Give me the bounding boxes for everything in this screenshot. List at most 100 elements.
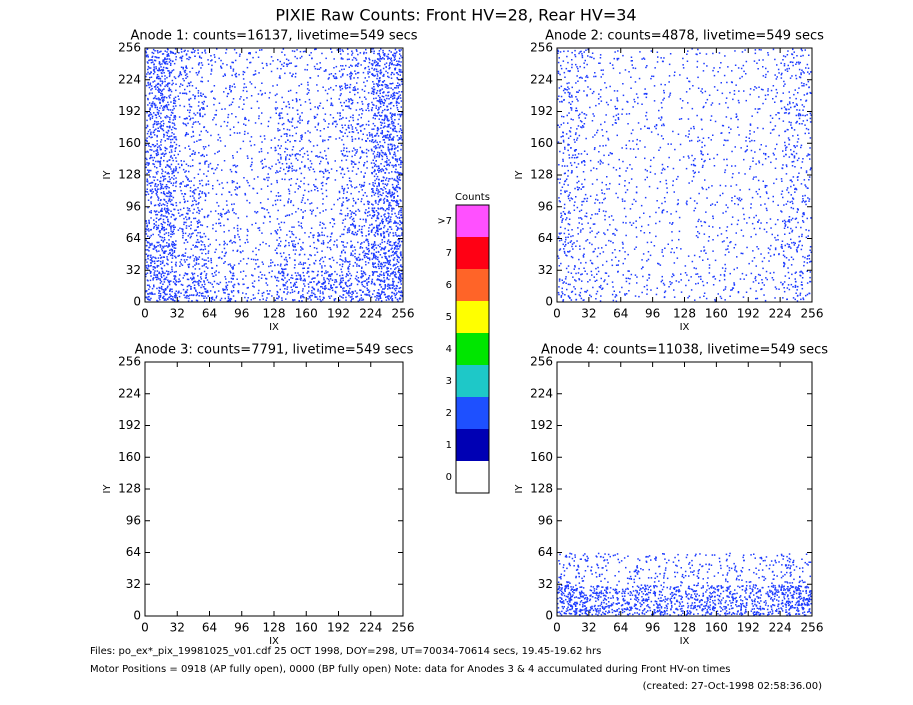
- count-dot: [341, 159, 343, 162]
- count-dot: [291, 226, 293, 228]
- count-dot: [318, 105, 321, 107]
- count-dot: [157, 160, 159, 162]
- count-dot: [205, 253, 207, 255]
- count-dot: [290, 62, 292, 64]
- count-dot: [378, 146, 381, 149]
- count-dot: [371, 207, 374, 209]
- count-dot: [184, 252, 187, 254]
- count-dot: [298, 185, 300, 187]
- count-dot: [235, 193, 237, 195]
- count-dot: [201, 284, 203, 286]
- count-dot: [230, 265, 232, 267]
- count-dot: [156, 154, 158, 156]
- count-dot: [304, 280, 306, 282]
- count-dot: [364, 85, 367, 87]
- count-dot: [246, 300, 248, 302]
- count-dot: [274, 230, 276, 232]
- count-dot: [306, 88, 309, 90]
- count-dot: [172, 112, 174, 114]
- count-dot: [158, 115, 161, 117]
- count-dot: [179, 57, 181, 59]
- count-dot: [399, 278, 402, 280]
- count-dot: [364, 77, 366, 79]
- count-dot: [186, 85, 189, 88]
- count-dot: [276, 218, 279, 220]
- count-dot: [167, 279, 169, 281]
- count-dot: [291, 50, 294, 52]
- count-dot: [388, 262, 390, 264]
- count-dot: [222, 289, 225, 292]
- count-dot: [247, 230, 249, 232]
- count-dot: [159, 199, 162, 202]
- count-dot: [379, 297, 382, 299]
- count-dot: [263, 135, 266, 137]
- count-dot: [146, 284, 149, 286]
- count-dot: [244, 118, 246, 120]
- count-dot: [190, 221, 192, 223]
- count-dot: [364, 254, 366, 257]
- count-dot: [174, 296, 176, 298]
- count-dot: [374, 232, 377, 234]
- count-dot: [396, 177, 399, 180]
- count-dot: [312, 287, 315, 290]
- count-dot: [315, 259, 317, 262]
- count-dot: [182, 288, 185, 291]
- count-dot: [388, 283, 390, 286]
- count-dot: [227, 113, 230, 116]
- count-dot: [201, 80, 204, 83]
- count-dot: [313, 292, 315, 295]
- count-dot: [159, 218, 161, 220]
- count-dot: [295, 211, 297, 213]
- count-dot: [317, 240, 320, 242]
- count-dot: [395, 222, 398, 224]
- count-dot: [146, 161, 148, 164]
- count-dot: [354, 252, 356, 255]
- count-dot: [357, 62, 360, 65]
- count-dot: [229, 65, 232, 68]
- count-dot: [218, 218, 220, 221]
- count-dot: [348, 290, 350, 292]
- count-dot: [205, 129, 207, 132]
- count-dot: [210, 210, 212, 213]
- count-dot: [397, 248, 400, 250]
- count-dot: [392, 200, 394, 202]
- count-dot: [205, 273, 208, 275]
- count-dot: [392, 105, 395, 107]
- count-dot: [315, 284, 318, 286]
- count-dot: [215, 295, 218, 297]
- count-dot: [239, 98, 241, 100]
- count-dot: [345, 260, 347, 262]
- count-dot: [389, 263, 392, 266]
- count-dot: [211, 298, 214, 300]
- count-dot: [231, 113, 233, 115]
- count-dot: [346, 184, 349, 186]
- count-dot: [392, 232, 394, 234]
- count-dot: [282, 283, 284, 286]
- count-dot: [371, 64, 374, 67]
- count-dot: [380, 293, 382, 296]
- count-dot: [156, 56, 158, 59]
- count-dot: [154, 176, 156, 178]
- count-dot: [294, 299, 296, 301]
- count-dot: [375, 189, 378, 192]
- count-dot: [304, 189, 306, 192]
- count-dot: [360, 270, 363, 272]
- count-dot: [211, 273, 213, 275]
- count-dot: [396, 292, 398, 294]
- count-dot: [346, 74, 349, 76]
- count-dot: [339, 255, 342, 257]
- count-dot: [258, 229, 261, 232]
- count-dot: [167, 281, 170, 283]
- count-dot: [396, 92, 399, 95]
- count-dot: [313, 115, 316, 118]
- count-dot: [319, 295, 321, 298]
- count-dot: [340, 76, 342, 78]
- count-dot: [187, 209, 189, 212]
- count-dot: [160, 239, 163, 241]
- count-dot: [165, 152, 167, 155]
- count-dot: [372, 263, 374, 265]
- count-dot: [367, 105, 370, 107]
- count-dot: [378, 118, 380, 120]
- count-dot: [210, 60, 212, 62]
- count-dot: [237, 290, 240, 292]
